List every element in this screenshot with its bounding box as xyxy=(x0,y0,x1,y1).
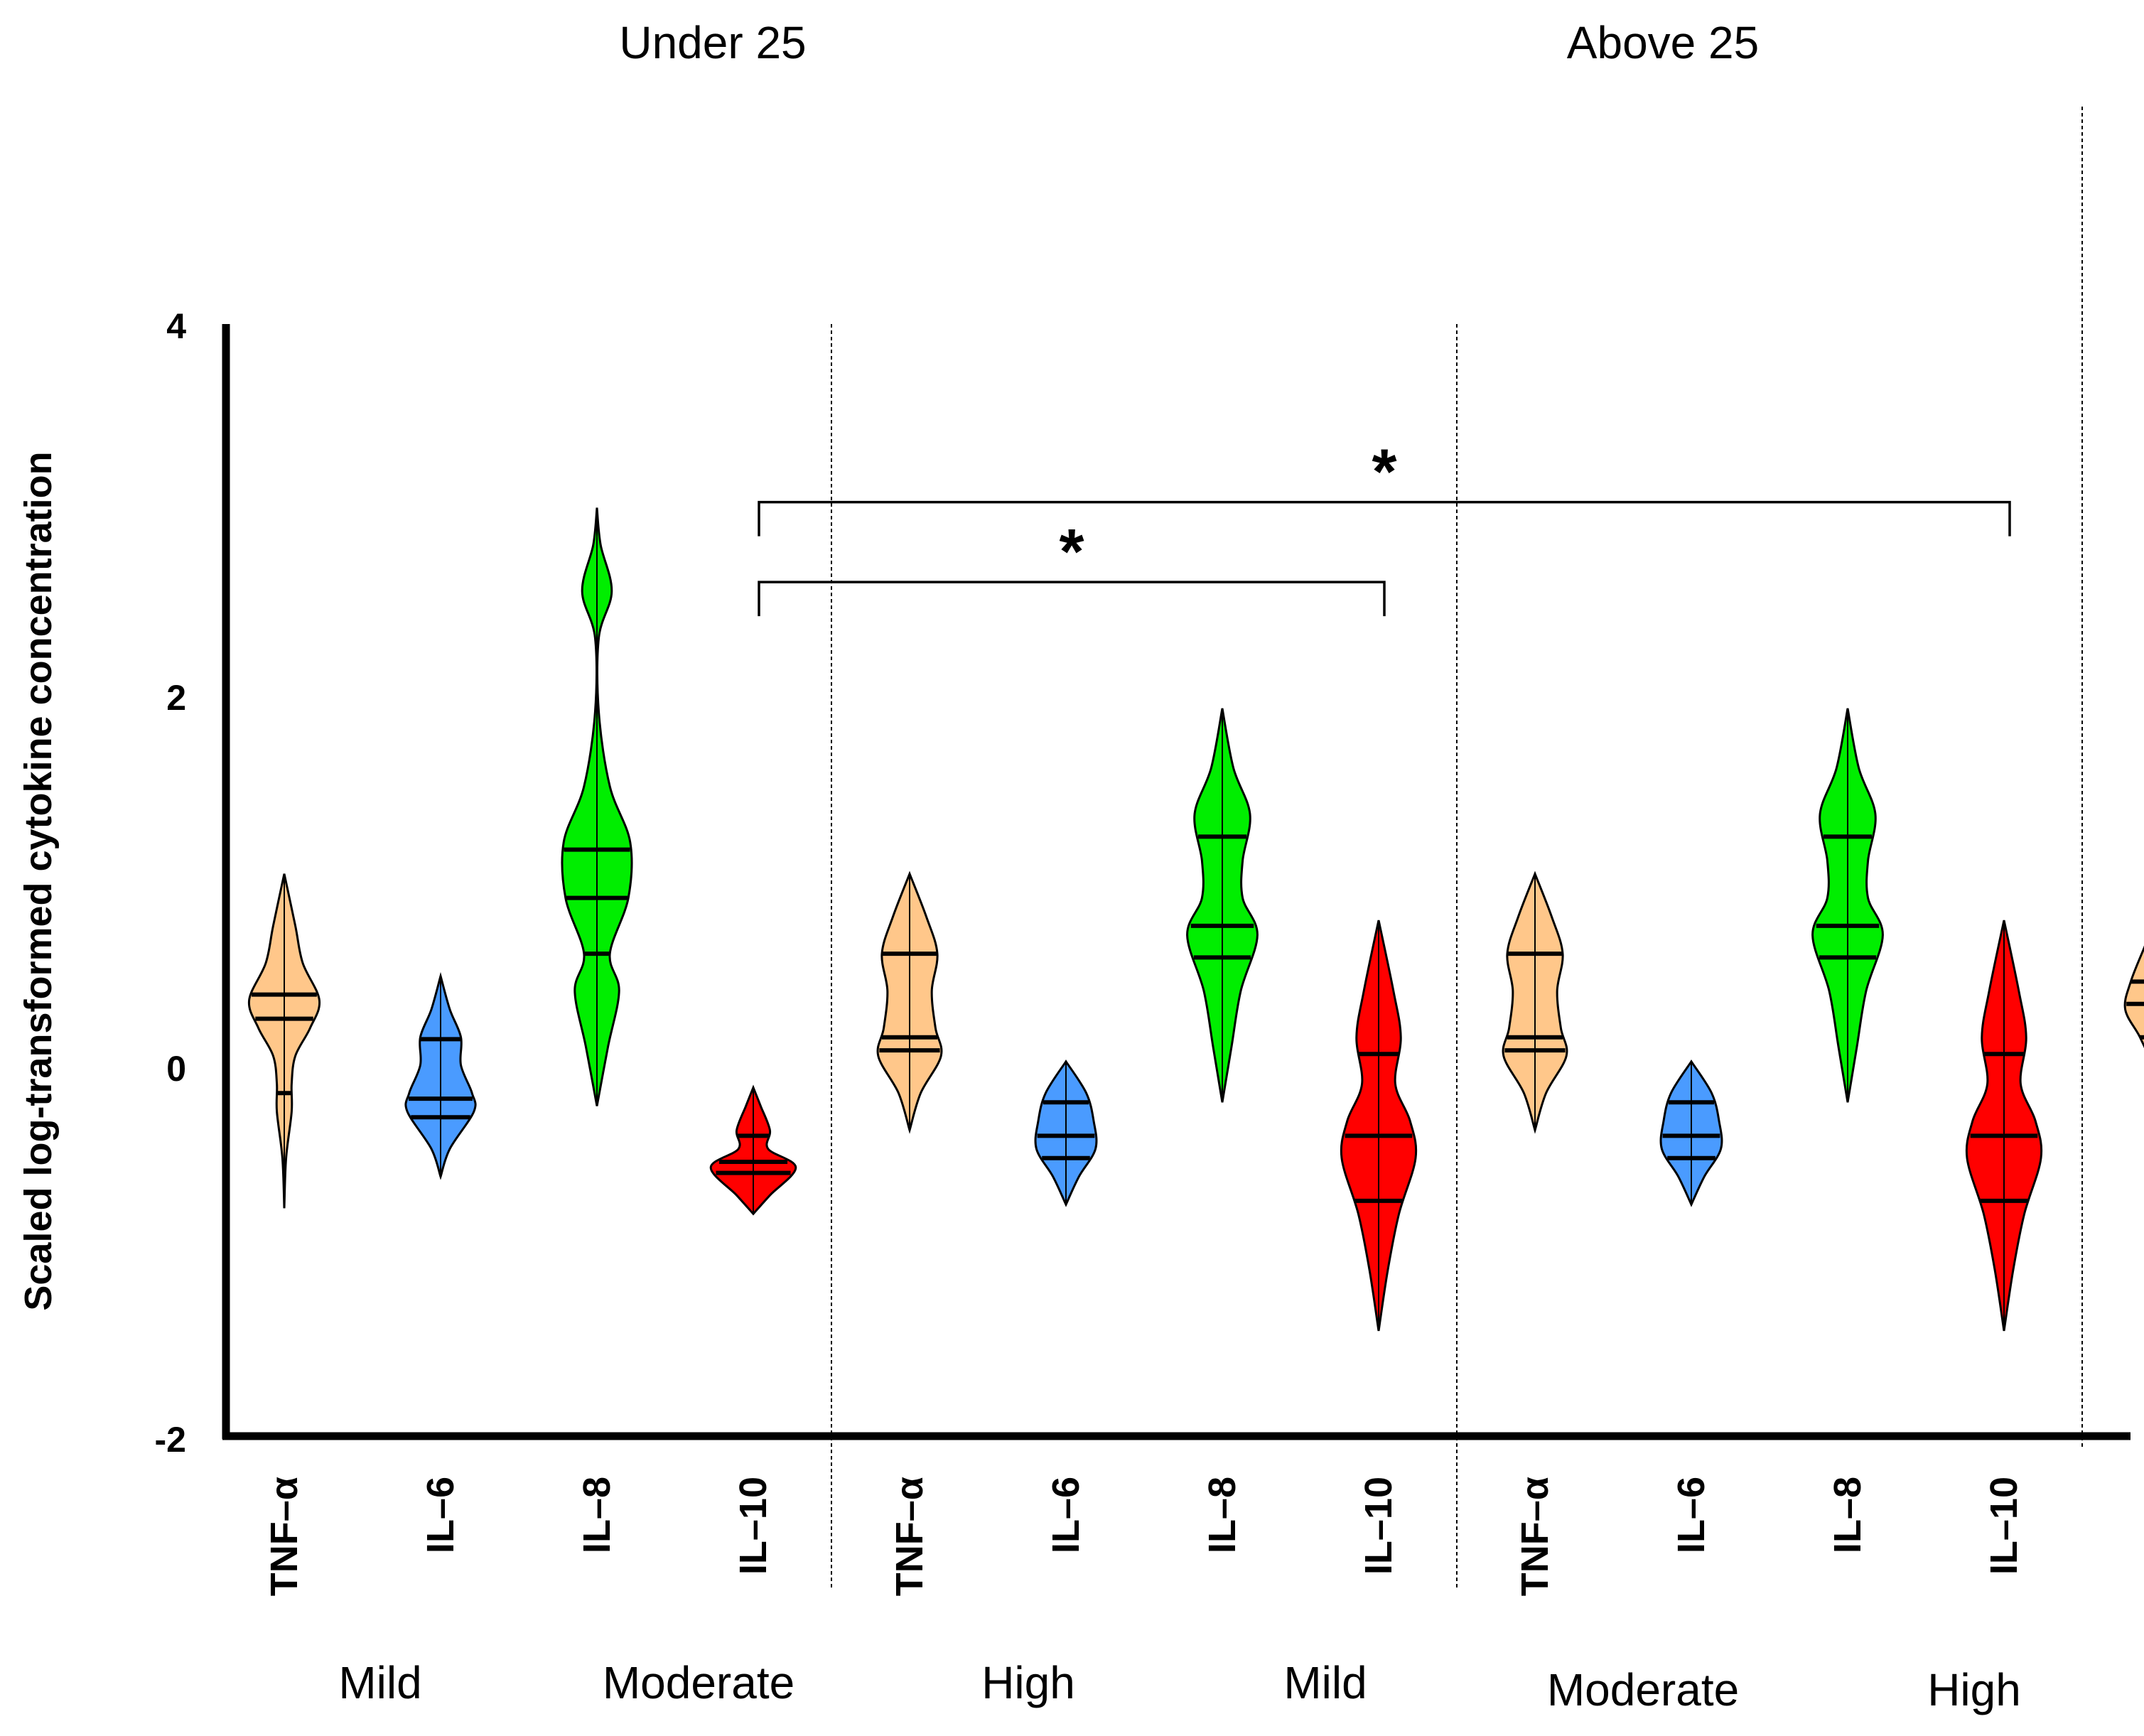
significance-brackets: ****** xyxy=(758,437,2011,617)
category-label-il-10: IL–10 xyxy=(1357,1477,1400,1575)
y-tick-label-2: 2 xyxy=(166,678,186,718)
group-label-above25-mild: Mild xyxy=(1283,1657,1367,1708)
category-label-il-6: IL–6 xyxy=(1045,1477,1087,1553)
violin-above-25-mild-tnf xyxy=(2123,945,2144,1049)
violin-under-25-mild-il-6 xyxy=(404,971,477,1180)
group-label-under25-high: High xyxy=(981,1657,1075,1708)
panel-title-above-25: Above 25 xyxy=(1567,17,1759,68)
violin-under-25-mild-il-10 xyxy=(709,1084,797,1216)
significance-bracket-2: * xyxy=(758,437,2011,537)
category-label-il-10: IL–10 xyxy=(1983,1477,2025,1575)
y-tick-label-neg2: -2 xyxy=(155,1420,186,1460)
violin-body xyxy=(2123,945,2144,1049)
axes xyxy=(222,324,2130,1440)
violin-under-25-moderate-tnf xyxy=(876,870,943,1134)
group-label-under25-moderate: Moderate xyxy=(603,1657,794,1708)
violin-under-25-moderate-il-6 xyxy=(1034,1059,1098,1207)
group-label-above25-moderate: Moderate xyxy=(1547,1664,1739,1715)
violin-under-25-high-il-8 xyxy=(1811,708,1884,1103)
y-tick-label-0: 0 xyxy=(166,1049,186,1089)
violin-under-25-moderate-il-8 xyxy=(1186,708,1259,1103)
violin-under-25-moderate-il-10 xyxy=(1340,920,1418,1332)
category-label-il-8: IL–8 xyxy=(1826,1477,1869,1553)
panel-title-under-25: Under 25 xyxy=(619,17,806,68)
significance-star: * xyxy=(1059,517,1084,588)
significance-star: * xyxy=(1372,437,1396,508)
category-label-il-8: IL–8 xyxy=(576,1477,618,1553)
y-tick-label-4: 4 xyxy=(166,306,186,346)
category-label-tnf: TNF–α xyxy=(2139,1477,2144,1596)
category-label-il-6: IL–6 xyxy=(419,1477,462,1553)
violin-under-25-mild-il-8 xyxy=(561,507,633,1106)
violin-under-25-mild-tnf xyxy=(247,873,321,1209)
category-label-tnf: TNF–α xyxy=(1514,1477,1556,1596)
violin-under-25-high-tnf xyxy=(1502,870,1568,1134)
bracket-line xyxy=(758,500,2011,537)
group-label-above25-high: High xyxy=(1927,1664,2021,1715)
category-label-il-6: IL–6 xyxy=(1670,1477,1713,1553)
violin-under-25-high-il-6 xyxy=(1659,1059,1723,1207)
bracket-line xyxy=(758,581,1386,617)
category-labels: TNF–α IL–6 IL–8 IL–10 TNF–α IL–6 IL–8 IL–10 TNF–… xyxy=(263,1477,2144,1596)
violin-under-25-high-il-10 xyxy=(1965,920,2043,1332)
category-label-tnf: TNF–α xyxy=(263,1477,306,1596)
category-label-il-8: IL–8 xyxy=(1201,1477,1244,1553)
category-label-tnf: TNF–α xyxy=(888,1477,931,1596)
group-label-under25-mild: Mild xyxy=(338,1657,421,1708)
category-label-il-10: IL–10 xyxy=(732,1477,775,1575)
separator-lines xyxy=(831,107,2083,1588)
violins xyxy=(247,507,2144,1332)
y-axis-label: Scaled log-transformed cytokine concentr… xyxy=(17,451,60,1310)
significance-bracket-1: * xyxy=(758,517,1386,617)
